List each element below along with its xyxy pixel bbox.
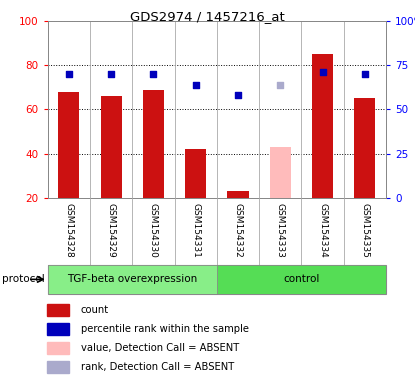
Point [193, 82, 199, 88]
Bar [47, 342, 69, 354]
Text: GSM154333: GSM154333 [276, 203, 285, 258]
Bar [185, 149, 206, 198]
Bar [58, 92, 79, 198]
Text: TGF-beta overexpression: TGF-beta overexpression [67, 274, 198, 285]
Bar [227, 191, 249, 198]
Point [234, 92, 241, 98]
Point [361, 71, 368, 77]
Text: GSM154332: GSM154332 [234, 203, 242, 258]
Bar [47, 323, 69, 335]
Bar [47, 304, 69, 316]
Text: GSM154331: GSM154331 [191, 203, 200, 258]
Point [150, 71, 157, 77]
Text: GSM154329: GSM154329 [107, 203, 116, 258]
Text: GSM154330: GSM154330 [149, 203, 158, 258]
Text: rank, Detection Call = ABSENT: rank, Detection Call = ABSENT [81, 362, 234, 372]
Text: GDS2974 / 1457216_at: GDS2974 / 1457216_at [130, 10, 285, 23]
Text: GSM154335: GSM154335 [360, 203, 369, 258]
Bar [354, 98, 376, 198]
Bar [217, 265, 386, 294]
Bar [143, 89, 164, 198]
Text: value, Detection Call = ABSENT: value, Detection Call = ABSENT [81, 343, 239, 353]
Bar [100, 96, 122, 198]
Text: control: control [283, 274, 320, 285]
Bar [48, 265, 217, 294]
Bar [270, 147, 291, 198]
Text: GSM154328: GSM154328 [64, 203, 73, 258]
Point [277, 82, 283, 88]
Point [319, 69, 326, 75]
Point [108, 71, 115, 77]
Point [66, 71, 72, 77]
Text: percentile rank within the sample: percentile rank within the sample [81, 324, 249, 334]
Text: GSM154334: GSM154334 [318, 203, 327, 258]
Bar [312, 54, 333, 198]
Text: protocol: protocol [2, 274, 45, 285]
Bar [47, 361, 69, 373]
Text: count: count [81, 305, 109, 315]
